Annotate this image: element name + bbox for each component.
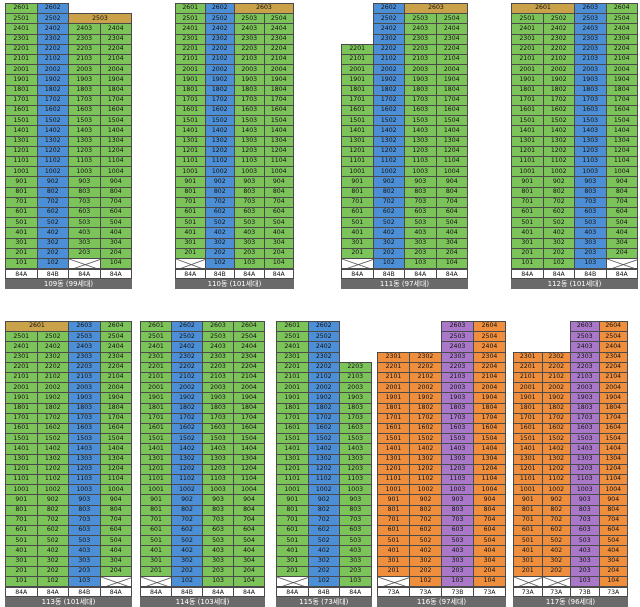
unit-cell-excluded [541,576,571,588]
unit-type-label: 84B [204,269,235,280]
unit-type-label: 84B [307,587,340,598]
unit-cell-excluded [99,576,132,588]
unit-type-label: 84B [68,587,101,598]
unit-type-label: 84A [234,269,265,280]
building-label: 110동 (101세대) [175,279,294,290]
unit-cell: 104 [233,576,265,588]
unit-cell-excluded [513,576,543,588]
unit-cell: 104 [598,576,628,588]
building-label: 115동 (73세대) [276,597,372,607]
unit-type-label: 73A [541,587,571,598]
unit-cell: 103 [570,576,600,588]
unit-type-label: 84A [140,587,172,598]
unit-type-label: 73A [513,587,543,598]
unit-cell: 103 [441,576,474,588]
unit-cell: 103 [574,258,607,270]
unit-type-label: 84A [5,269,38,280]
unit-type-label: 84A [542,269,575,280]
unit-cell-excluded [377,576,410,588]
unit-cell-excluded [175,258,206,270]
unit-type-label: 84A [175,269,206,280]
unit-type-label: 73B [441,587,474,598]
unit-cell: 103 [404,258,437,270]
unit-cell: 104 [473,576,506,588]
unit-type-label: 84A [68,269,101,280]
unit-type-label: 73B [570,587,600,598]
unit-type-label: 84B [171,587,203,598]
building-label: 113동 (101세대) [5,597,132,607]
unit-cell-excluded [341,258,374,270]
unit-type-label: 84B [574,269,607,280]
unit-cell: 101 [511,258,544,270]
unit-cell: 103 [339,576,372,588]
unit-cell: 102 [36,258,69,270]
unit-type-label: 84A [339,587,372,598]
unit-type-label: 84A [5,587,38,598]
unit-type-label: 84A [233,587,265,598]
unit-type-label: 84A [276,587,309,598]
unit-cell: 103 [202,576,234,588]
unit-type-label: 84A [435,269,468,280]
unit-type-label: 84A [99,587,132,598]
unit-cell-excluded [605,258,638,270]
unit-type-label: 73A [377,587,410,598]
unit-cell: 102 [542,258,575,270]
unit-cell: 101 [5,258,38,270]
unit-type-label: 84A [36,587,69,598]
building-label: 111동 (97세대) [341,279,468,290]
unit-cell: 104 [99,258,132,270]
unit-cell: 101 [5,576,38,588]
unit-cell: 102 [36,576,69,588]
unit-cell-excluded [276,576,309,588]
building-label: 116동 (97세대) [377,597,506,607]
unit-type-label: 84A [341,269,374,280]
unit-type-label: 84B [372,269,405,280]
unit-cell-excluded [140,576,172,588]
unit-cell: 102 [409,576,442,588]
unit-cell: 102 [307,576,340,588]
building-label: 117동 (96세대) [513,597,628,607]
building-label: 114동 (103세대) [140,597,265,607]
unit-cell: 103 [68,576,101,588]
unit-type-label: 84A [99,269,132,280]
unit-cell: 104 [435,258,468,270]
unit-type-label: 73A [473,587,506,598]
unit-type-label: 84A [263,269,294,280]
unit-cell: 103 [234,258,265,270]
unit-cell: 102 [171,576,203,588]
unit-type-label: 73A [598,587,628,598]
unit-type-label: 84B [36,269,69,280]
building-label: 112동 (101세대) [511,279,638,290]
unit-cell-excluded [68,258,101,270]
unit-type-label: 84A [404,269,437,280]
unit-type-label: 73A [409,587,442,598]
unit-type-label: 84A [202,587,234,598]
unit-cell: 102 [204,258,235,270]
unit-type-label: 84A [605,269,638,280]
unit-type-label: 84A [511,269,544,280]
unit-cell: 104 [263,258,294,270]
building-label: 109동 (99세대) [5,279,132,290]
unit-cell: 102 [372,258,405,270]
